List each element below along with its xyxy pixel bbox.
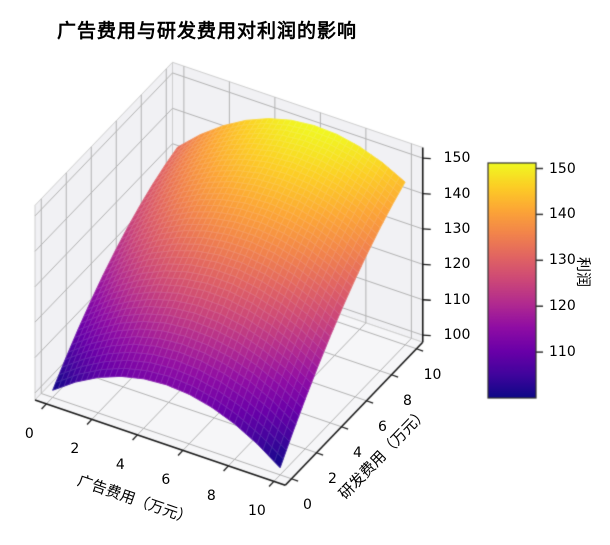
x-tick-label: 6	[161, 472, 171, 489]
z-tick-label: 130	[443, 220, 471, 237]
chart-title: 广告费用与研发费用对利润的影响	[57, 20, 358, 42]
colorbar-label: 利润	[574, 256, 593, 288]
colorbar-tick-label: 150	[549, 160, 576, 177]
colorbar-tick-label: 120	[549, 298, 576, 315]
colorbar-tick-label: 140	[549, 206, 576, 223]
y-tick-label: 6	[378, 418, 387, 435]
x-tick-label: 8	[206, 487, 216, 504]
y-tick-label: 2	[328, 470, 337, 487]
y-tick-label: 4	[353, 444, 362, 461]
x-tick-label: 0	[24, 425, 34, 442]
z-tick-label: 150	[443, 150, 471, 167]
z-tick-label: 110	[443, 291, 471, 308]
z-tick-label: 120	[443, 256, 471, 273]
y-tick-label: 8	[403, 392, 412, 409]
colorbar-tick-label: 110	[549, 344, 576, 361]
colorbar-tick-label: 130	[549, 252, 576, 269]
y-tick-label: 0	[303, 496, 312, 513]
x-tick-label: 10	[247, 503, 266, 520]
x-tick-label: 4	[115, 456, 125, 473]
z-tick-label: 100	[443, 327, 471, 344]
y-tick-label: 10	[423, 366, 442, 383]
x-tick-label: 2	[70, 441, 80, 458]
z-tick-label: 140	[443, 185, 471, 202]
